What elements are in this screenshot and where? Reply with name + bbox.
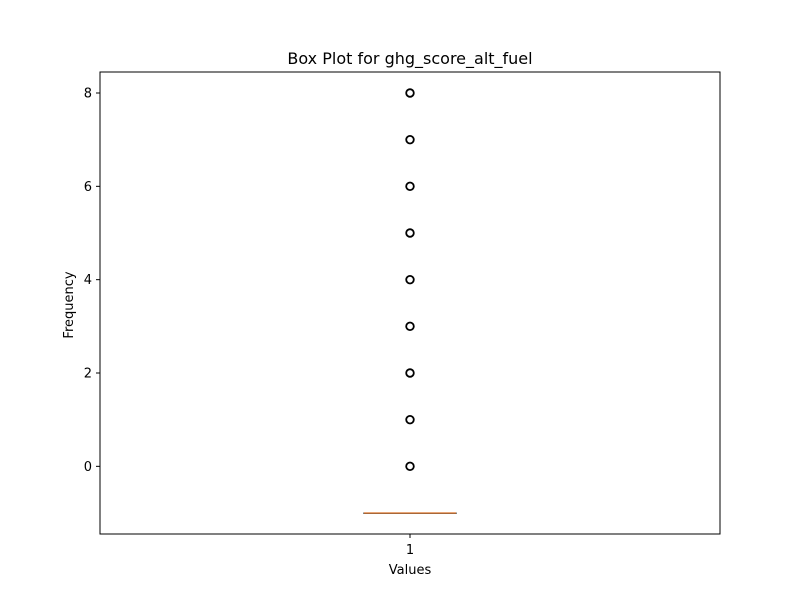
x-tick-label: 1 xyxy=(406,543,414,558)
outlier-point xyxy=(405,368,415,378)
y-axis-ticks: 0 2 4 6 8 xyxy=(84,87,100,475)
outlier-point xyxy=(405,414,415,425)
plot-area xyxy=(99,71,721,535)
y-tick-label: 2 xyxy=(84,367,92,382)
outlier-points xyxy=(405,88,415,472)
outlier-point xyxy=(405,321,415,332)
outlier-point xyxy=(405,134,415,145)
box-element xyxy=(363,512,457,514)
y-tick-label: 8 xyxy=(84,87,92,102)
x-axis-label: Values xyxy=(389,563,432,578)
outlier-point xyxy=(405,88,415,98)
x-axis-ticks: 1 xyxy=(406,534,414,558)
outlier-point xyxy=(405,274,415,285)
y-tick-label: 4 xyxy=(84,273,92,288)
y-tick-label: 0 xyxy=(84,460,92,475)
chart-title: Box Plot for ghg_score_alt_fuel xyxy=(287,49,532,69)
outlier-point xyxy=(405,461,415,472)
y-tick-label: 6 xyxy=(84,180,92,195)
outlier-point xyxy=(405,228,415,238)
y-axis-label: Frequency xyxy=(62,271,77,338)
outlier-point xyxy=(405,181,415,192)
